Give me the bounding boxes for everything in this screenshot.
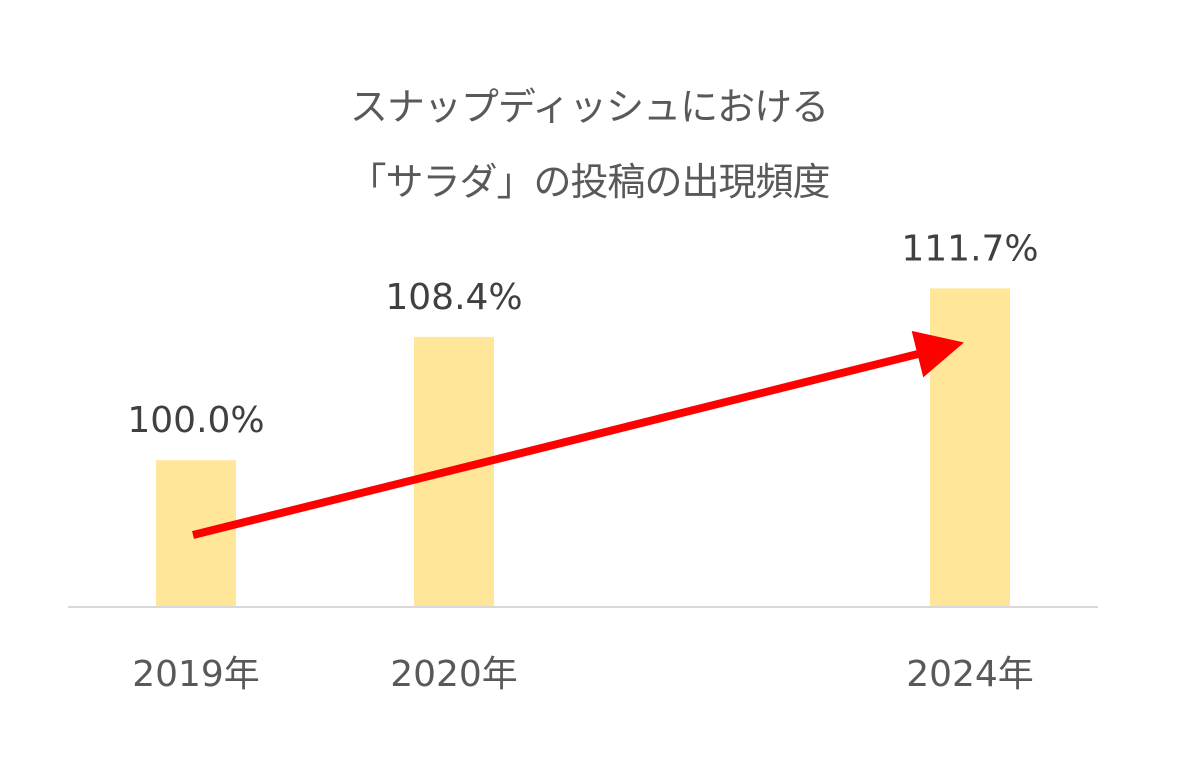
- x-tick-label-2: 2024年: [906, 654, 1034, 695]
- x-tick-label-0: 2019年: [132, 654, 260, 695]
- chart-title-line-2: 「サラダ」の投稿の出現頻度: [348, 160, 830, 204]
- x-tick-label-1: 2020年: [390, 654, 518, 695]
- data-label-2: 111.7%: [901, 228, 1038, 269]
- data-label-1: 108.4%: [385, 277, 522, 318]
- trend-arrow: [192, 330, 964, 539]
- bar-2: [930, 288, 1010, 607]
- data-label-0: 100.0%: [127, 400, 264, 441]
- chart-title-line-1: スナップディッシュにおける: [349, 85, 829, 129]
